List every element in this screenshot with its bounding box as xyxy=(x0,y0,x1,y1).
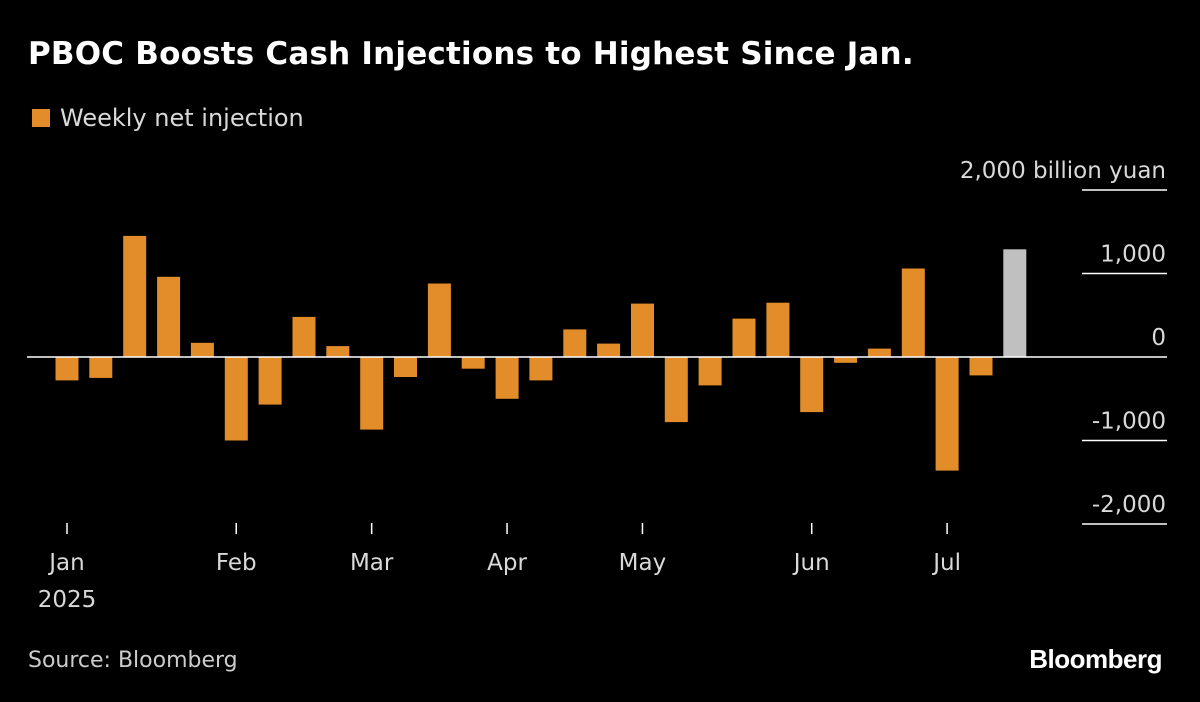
bar-latest xyxy=(1003,249,1027,357)
bar xyxy=(258,357,282,405)
x-tick-label: Apr xyxy=(487,550,527,576)
bar xyxy=(732,318,756,357)
bar xyxy=(495,357,519,399)
bar xyxy=(394,357,417,377)
bar xyxy=(292,316,316,357)
source-note: Source: Bloomberg xyxy=(28,648,238,673)
bar xyxy=(698,357,722,386)
x-tick-label: Jul xyxy=(931,550,961,576)
bar xyxy=(631,303,654,357)
bar xyxy=(427,283,451,357)
x-tick-label: Jan xyxy=(47,550,84,576)
y-tick-label: -1,000 xyxy=(1092,409,1166,435)
bar xyxy=(766,302,790,357)
bar xyxy=(969,357,993,376)
bar xyxy=(597,343,621,357)
x-tick-sublabel: 2025 xyxy=(38,587,97,613)
bar xyxy=(867,348,891,357)
x-tick-label: Mar xyxy=(350,550,394,576)
bar xyxy=(224,357,248,441)
x-tick-label: Jun xyxy=(792,550,830,576)
legend: Weekly net injection xyxy=(32,104,304,132)
y-tick-label: -2,000 xyxy=(1092,492,1166,518)
legend-swatch xyxy=(32,109,50,127)
y-tick-label: 0 xyxy=(1151,325,1166,351)
x-axis: Jan 2025 Feb Mar Apr May Jun Jul xyxy=(38,523,961,613)
bar xyxy=(529,357,553,381)
bar xyxy=(834,357,858,363)
bar xyxy=(89,357,113,378)
bar xyxy=(55,357,79,381)
bar xyxy=(664,357,688,423)
bar xyxy=(326,346,350,357)
chart-title: PBOC Boosts Cash Injections to Highest S… xyxy=(28,36,914,72)
x-tick-label: Feb xyxy=(216,550,257,576)
y-axis: 2,000 billion yuan 1,000 0 -1,000 -2,000 xyxy=(27,158,1167,525)
bar xyxy=(800,357,824,413)
y-tick-label: 1,000 xyxy=(1100,242,1166,268)
x-tick-label: May xyxy=(619,550,667,576)
y-tick-label: 2,000 billion yuan xyxy=(960,158,1166,184)
bar xyxy=(901,268,925,357)
bar xyxy=(157,276,181,357)
bar xyxy=(563,329,587,357)
bar xyxy=(935,357,959,471)
bloomberg-logo: Bloomberg xyxy=(1029,644,1162,674)
bar xyxy=(360,357,384,430)
bar xyxy=(461,357,485,369)
bars-group xyxy=(55,235,1027,471)
bar xyxy=(190,342,214,357)
legend-label: Weekly net injection xyxy=(60,104,304,132)
bar xyxy=(123,235,147,357)
